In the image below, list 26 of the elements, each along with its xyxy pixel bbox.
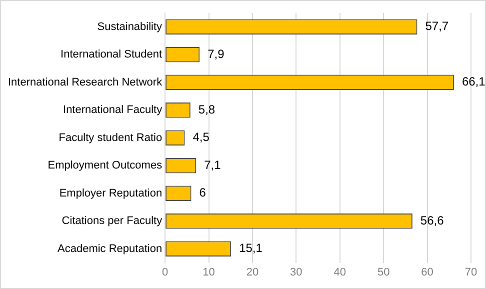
y-tick-label: Academic Reputation: [58, 242, 162, 255]
y-tick-label: Employment Outcomes: [48, 160, 163, 172]
x-tick-label: 40: [334, 266, 346, 278]
x-tick-label: 70: [464, 266, 478, 278]
data-label: 4,5: [192, 130, 210, 144]
x-tick-label: 20: [246, 266, 259, 278]
data-label: 5,8: [198, 102, 216, 116]
y-tick-label: Faculty student Ratio: [58, 132, 162, 144]
y-tick-label: Sustainability: [97, 20, 163, 33]
data-label: 6: [199, 186, 206, 200]
data-label: 7,9: [208, 46, 225, 61]
y-tick-label: Citations per Faculty: [62, 215, 163, 228]
data-label: 7,1: [204, 158, 222, 172]
data-label: 15,1: [239, 241, 263, 256]
y-tick-label: International Student: [60, 48, 162, 61]
x-tick-label: 60: [421, 266, 434, 278]
y-tick-label: International Research Network: [8, 76, 163, 88]
x-tick-label: 50: [377, 266, 390, 278]
data-label: 56,6: [420, 213, 444, 228]
x-tick-label: 0: [162, 266, 168, 278]
data-label: 66,1: [462, 74, 486, 89]
x-tick-label: 30: [290, 266, 302, 278]
data-label: 57,7: [425, 19, 449, 34]
y-tick-label: International Faculty: [63, 104, 163, 116]
x-tick-label: 10: [202, 266, 215, 278]
y-tick-label: Employer Reputation: [59, 187, 162, 200]
